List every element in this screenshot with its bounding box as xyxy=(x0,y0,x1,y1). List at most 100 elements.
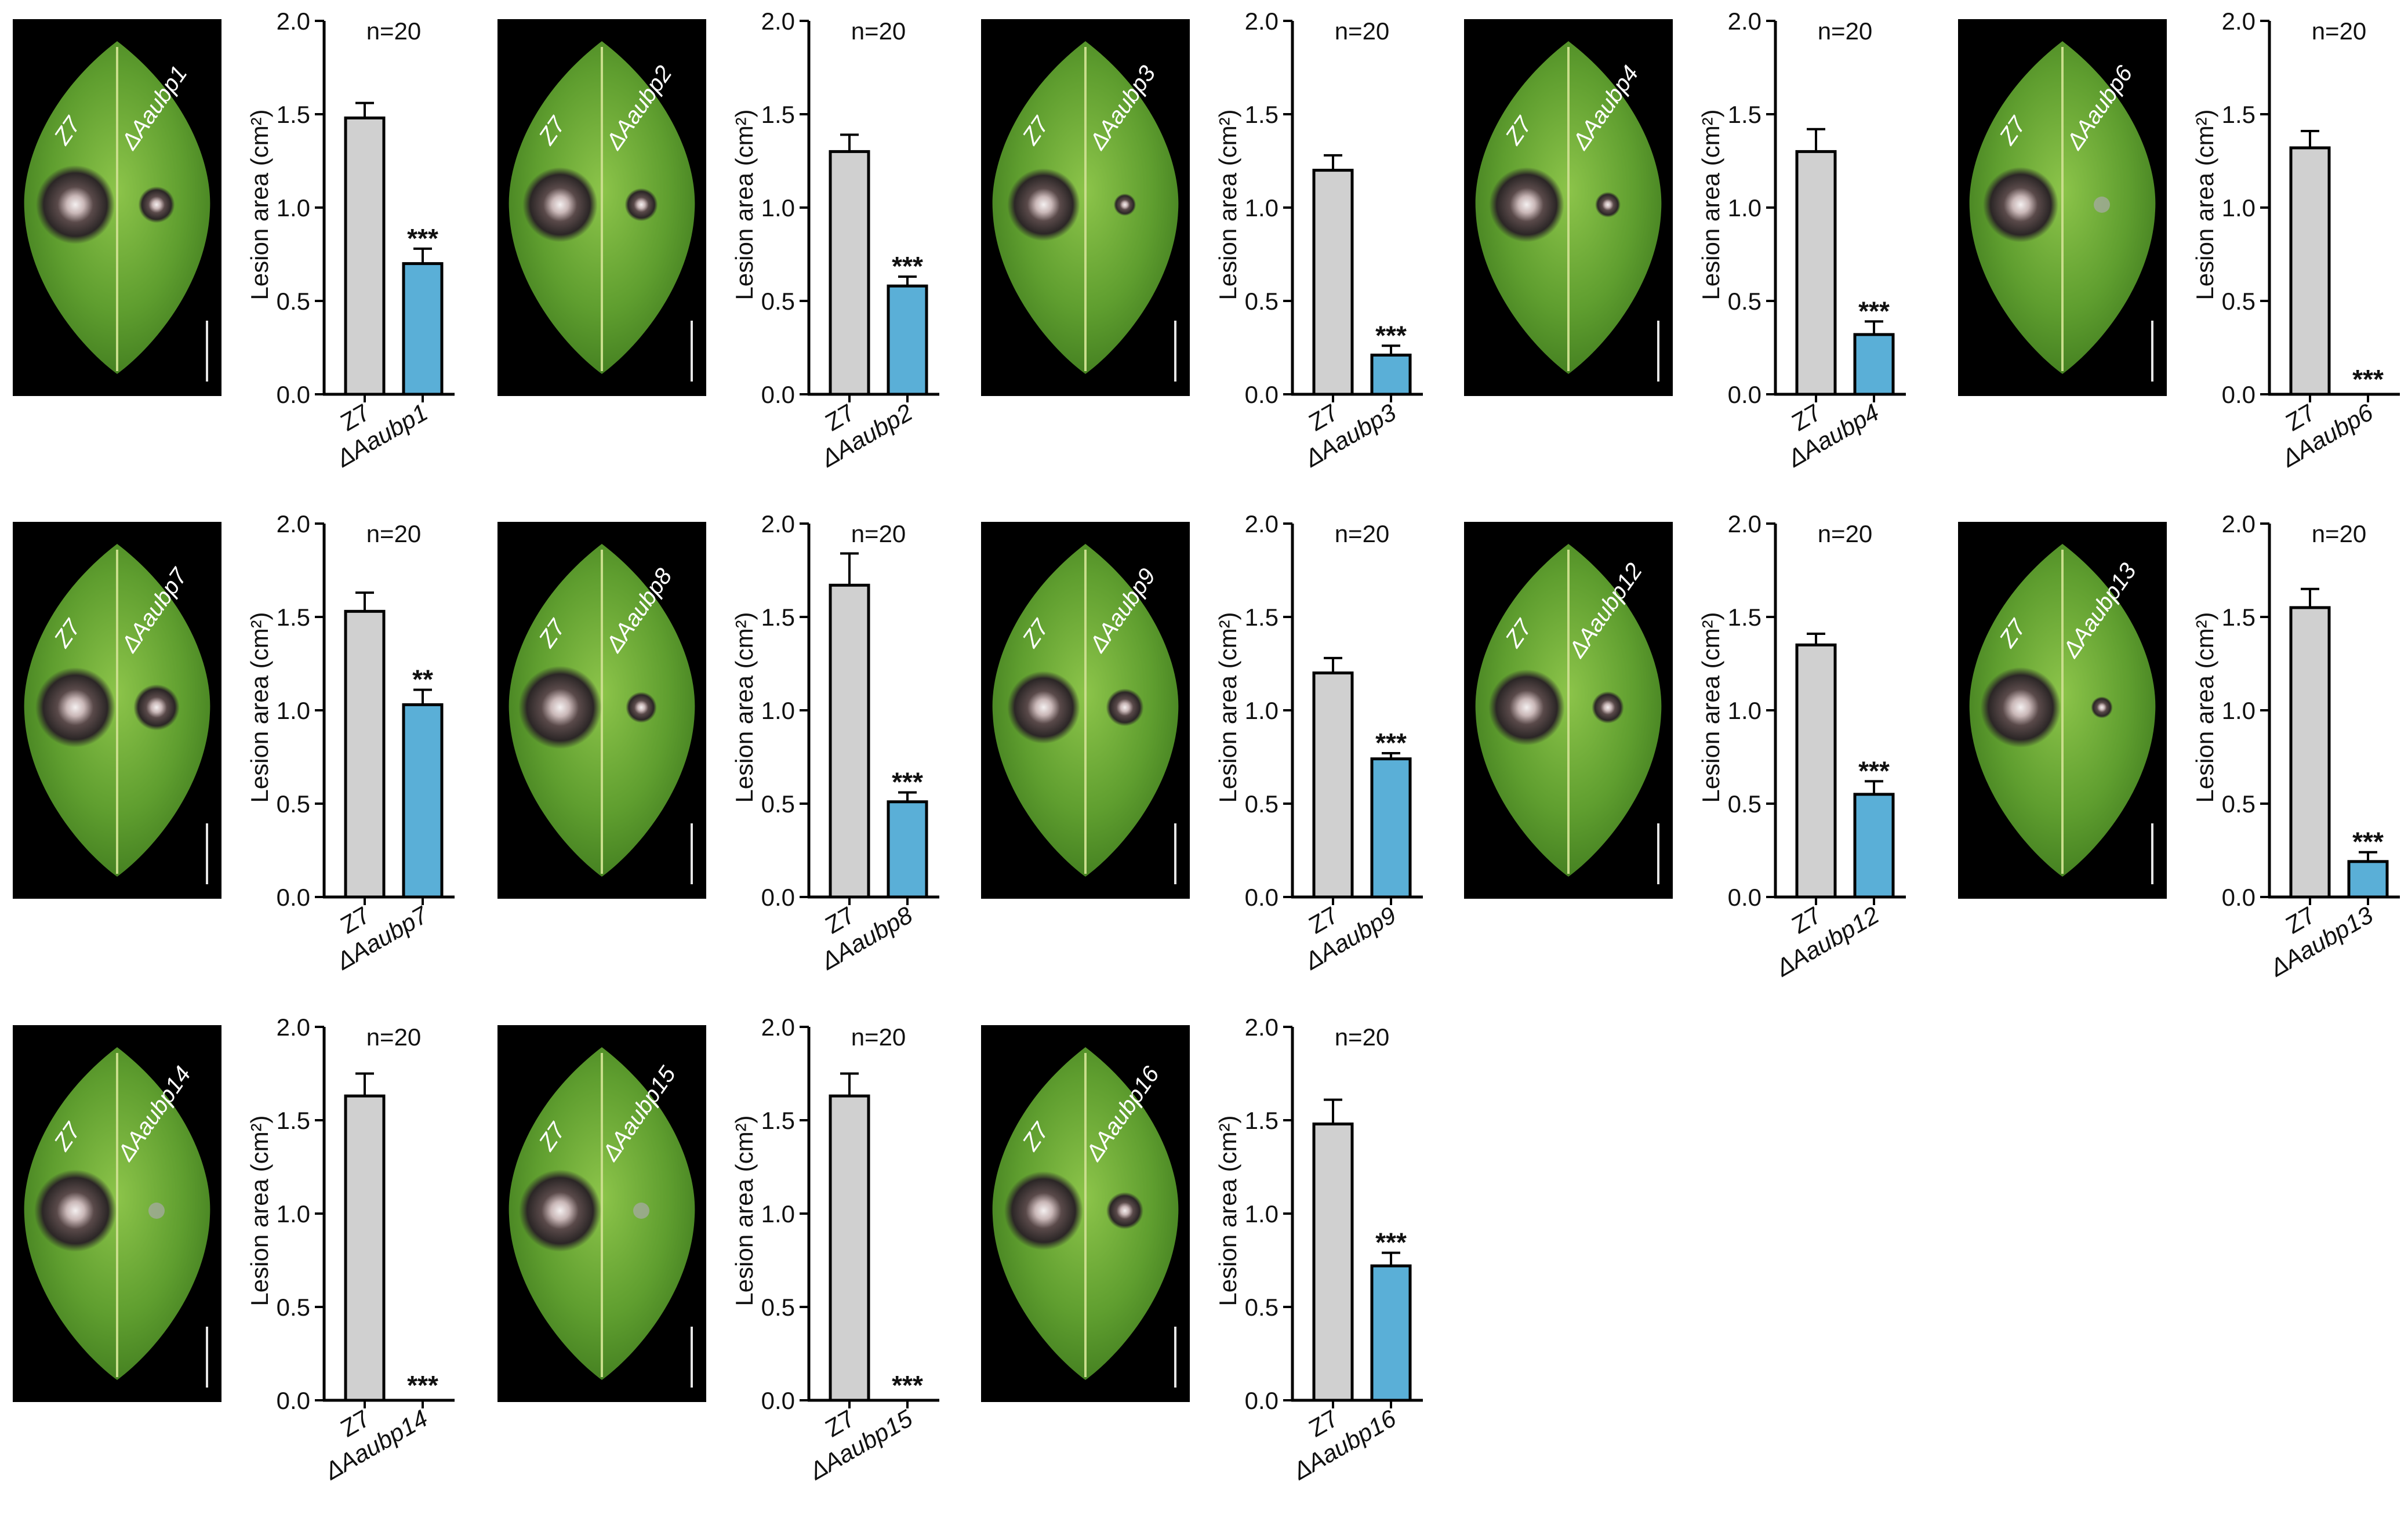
bar-mutant xyxy=(887,284,928,396)
y-axis-label: Lesion area (cm²) xyxy=(246,612,273,802)
leaf-photo: Z7 ΔAaubp16 xyxy=(981,1025,1190,1402)
y-tick-label: 2.0 xyxy=(277,510,310,538)
y-tick-label: 0.0 xyxy=(277,1387,310,1414)
y-tick-label: 1.5 xyxy=(761,101,795,128)
significance-marker: ** xyxy=(412,664,433,695)
y-tick-label: 0.5 xyxy=(1245,790,1279,818)
y-tick-label: 0.5 xyxy=(2222,790,2256,818)
y-tick-label: 0.5 xyxy=(277,1294,310,1321)
y-tick-label: 0.5 xyxy=(761,288,795,315)
y-tick-label: 1.0 xyxy=(1245,697,1279,724)
panel-7: Z7 ΔAaubp7 0.0 0.5 1.0 1.5 2.0 Lesion area (cm²… xyxy=(13,510,455,975)
x-label-mutant: ΔAaubp15 xyxy=(804,1404,917,1486)
bar-mutant xyxy=(402,262,444,396)
y-tick-label: 0.0 xyxy=(761,381,795,408)
bar-z7 xyxy=(344,1094,386,1402)
y-tick-label: 0.0 xyxy=(1245,1387,1279,1414)
lesion-mutant xyxy=(1113,193,1136,216)
significance-marker: *** xyxy=(892,251,923,281)
significance-marker: *** xyxy=(407,1370,438,1400)
sample-size-label: n=20 xyxy=(366,520,422,547)
y-tick-label: 1.0 xyxy=(2222,194,2256,221)
y-axis-label: Lesion area (cm²) xyxy=(1214,1115,1241,1306)
y-tick-label: 0.0 xyxy=(2222,381,2256,408)
y-tick-label: 0.5 xyxy=(1245,1294,1279,1321)
y-axis-label: Lesion area (cm²) xyxy=(731,612,758,802)
y-axis-label: Lesion area (cm²) xyxy=(246,109,273,300)
bar-z7 xyxy=(1795,643,1837,899)
y-tick-label: 1.0 xyxy=(761,1200,795,1228)
x-label-mutant: ΔAaubp12 xyxy=(1771,901,1883,982)
lesion-mutant xyxy=(1106,688,1144,727)
lesion-mutant xyxy=(148,1203,165,1219)
bar-z7 xyxy=(344,609,386,899)
leaf-photo: Z7 ΔAaubp7 xyxy=(13,522,221,899)
y-tick-label: 1.5 xyxy=(1245,101,1279,128)
y-tick-label: 0.5 xyxy=(277,790,310,818)
bar-mutant xyxy=(1370,1264,1412,1402)
significance-marker: *** xyxy=(2352,827,2384,857)
bar-z7 xyxy=(344,116,386,396)
y-axis-label: Lesion area (cm²) xyxy=(2191,612,2218,802)
y-tick-label: 1.5 xyxy=(277,1107,310,1134)
bar-z7 xyxy=(2289,606,2331,899)
sample-size-label: n=20 xyxy=(1818,520,1873,547)
bar-z7 xyxy=(829,1094,870,1402)
bar-z7 xyxy=(1312,169,1354,396)
lesion-mutant xyxy=(138,186,175,223)
y-tick-label: 1.0 xyxy=(761,697,795,724)
lesion-mutant xyxy=(1106,1192,1143,1229)
leaf-photo: Z7 ΔAaubp3 xyxy=(981,19,1190,396)
bar-mutant xyxy=(2347,860,2389,899)
significance-marker: *** xyxy=(1858,756,1890,786)
y-tick-label: 0.0 xyxy=(1245,884,1279,911)
y-tick-label: 0.5 xyxy=(761,1294,795,1321)
y-tick-label: 1.5 xyxy=(1728,604,1761,631)
sample-size-label: n=20 xyxy=(851,1023,906,1051)
y-tick-label: 0.5 xyxy=(761,790,795,818)
leaf-photo: Z7 ΔAaubp1 xyxy=(13,19,221,396)
y-tick-label: 1.0 xyxy=(1245,194,1279,221)
bar-mutant xyxy=(887,800,928,899)
panel-14: Z7 ΔAaubp14 0.0 0.5 1.0 1.5 2.0 Lesion area (cm… xyxy=(13,1014,455,1485)
x-label-mutant: ΔAaubp13 xyxy=(2265,901,2377,982)
y-tick-label: 1.0 xyxy=(277,194,310,221)
y-tick-label: 0.0 xyxy=(761,884,795,911)
sample-size-label: n=20 xyxy=(366,17,422,45)
bar-z7 xyxy=(1312,1122,1354,1402)
y-tick-label: 2.0 xyxy=(1245,1014,1279,1041)
y-tick-label: 0.0 xyxy=(1728,381,1761,408)
y-tick-label: 2.0 xyxy=(1245,8,1279,35)
lesion-mutant xyxy=(1592,691,1624,724)
bar-z7 xyxy=(1795,150,1837,396)
y-axis-label: Lesion area (cm²) xyxy=(731,109,758,300)
y-tick-label: 1.5 xyxy=(2222,604,2256,631)
leaf-photo: Z7 ΔAaubp15 xyxy=(497,1025,706,1402)
panel-3: Z7 ΔAaubp3 0.0 0.5 1.0 1.5 2.0 Lesion area (cm²… xyxy=(981,8,1423,473)
lesion-z7 xyxy=(35,667,116,748)
panel-8: Z7 ΔAaubp8 0.0 0.5 1.0 1.5 2.0 Lesion area (cm²… xyxy=(497,510,939,975)
y-tick-label: 1.0 xyxy=(277,697,310,724)
y-tick-label: 2.0 xyxy=(1245,510,1279,538)
y-tick-label: 1.5 xyxy=(761,1107,795,1134)
bar-z7 xyxy=(829,583,870,899)
y-tick-label: 2.0 xyxy=(1728,510,1761,538)
y-tick-label: 2.0 xyxy=(1728,8,1761,35)
y-tick-label: 1.0 xyxy=(1245,1200,1279,1228)
y-tick-label: 1.5 xyxy=(277,604,310,631)
y-tick-label: 1.0 xyxy=(761,194,795,221)
y-tick-label: 2.0 xyxy=(277,1014,310,1041)
y-axis-label: Lesion area (cm²) xyxy=(1214,109,1241,300)
panel-13: Z7 ΔAaubp13 0.0 0.5 1.0 1.5 2.0 Lesion area (cm… xyxy=(1958,510,2400,982)
significance-marker: *** xyxy=(1375,320,1407,350)
panel-9: Z7 ΔAaubp9 0.0 0.5 1.0 1.5 2.0 Lesion area (cm²… xyxy=(981,510,1423,975)
lesion-z7 xyxy=(1007,168,1080,241)
lesion-z7 xyxy=(1004,1171,1084,1251)
bar-mutant xyxy=(1370,757,1412,899)
y-tick-label: 0.5 xyxy=(2222,288,2256,315)
